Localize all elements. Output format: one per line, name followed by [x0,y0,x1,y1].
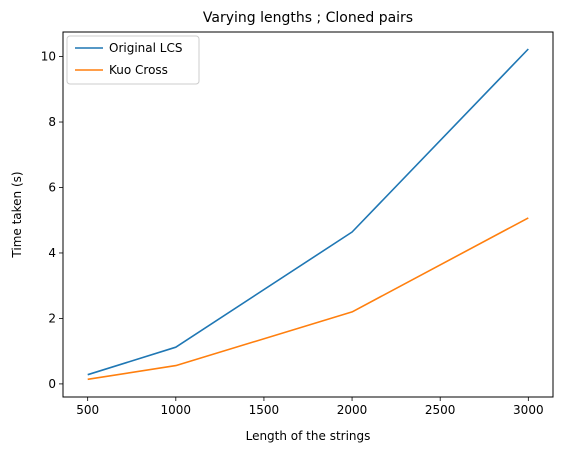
x-tick-label: 500 [76,403,99,417]
x-tick-label: 1500 [249,403,280,417]
y-tick-label: 6 [48,180,56,194]
y-tick-label: 8 [48,115,56,129]
x-tick-label: 2500 [425,403,456,417]
y-axis-label: Time taken (s) [10,171,24,258]
x-tick-label: 3000 [513,403,544,417]
legend-label-original-lcs: Original LCS [109,41,182,55]
legend: Original LCS Kuo Cross [66,35,200,85]
y-tick-label: 0 [48,377,56,391]
x-tick-label: 2000 [337,403,368,417]
x-tick-label: 1000 [161,403,192,417]
chart-title: Varying lengths ; Cloned pairs [203,10,413,26]
y-tick-label: 4 [48,246,56,260]
y-tick-label: 2 [48,311,56,325]
plot-frame [62,31,554,398]
x-axis-ticks: 500 1000 1500 2000 2500 3000 [76,397,544,417]
x-axis-label: Length of the strings [246,429,371,443]
series-line-kuo-cross [87,217,529,381]
legend-label-kuo-cross: Kuo Cross [109,63,168,77]
y-axis-ticks: 0 2 4 6 8 10 [41,50,63,391]
plot-lines [87,48,529,381]
series-line-original-lcs [87,48,529,376]
y-tick-label: 10 [41,50,56,64]
